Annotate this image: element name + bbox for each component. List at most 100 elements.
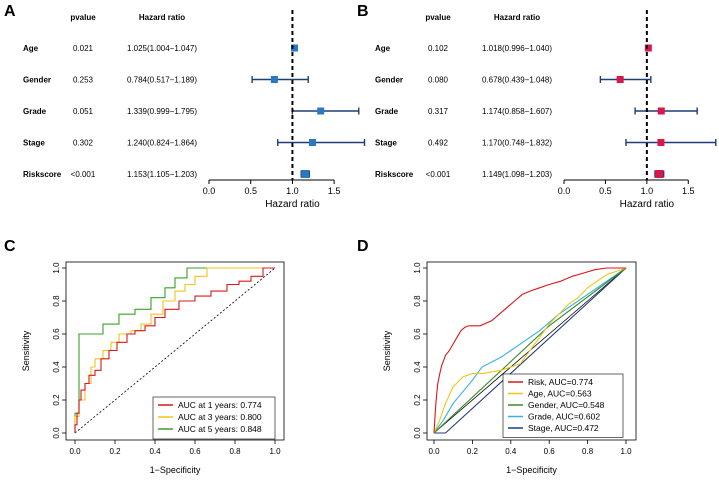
column-header-hazard-ratio: Hazard ratio [139, 13, 185, 22]
x-tick-label: 0.0 [558, 186, 571, 196]
plot-frame [426, 261, 637, 441]
y-axis-title: Sensitivity [382, 330, 392, 371]
y-tick-label: 0.2 [52, 394, 61, 406]
legend-label: AUC at 1 years: 0.774 [178, 400, 262, 410]
y-tick-label: 0.8 [52, 295, 61, 307]
row-label: Age [23, 44, 39, 53]
x-axis-title: 1−Specificity [150, 465, 201, 475]
y-tick-label: 1.0 [413, 262, 422, 274]
hazard-ratio-marker [270, 76, 278, 83]
panel-label-d: D [357, 238, 369, 255]
y-tick-label: 0.6 [413, 328, 422, 340]
row-hazard-ratio-text: 1.170(0.748−1.832) [482, 139, 552, 148]
hazard-ratio-marker [291, 44, 299, 52]
row-pvalue: <0.001 [426, 170, 451, 179]
x-tick-label: 1.0 [620, 447, 632, 456]
row-hazard-ratio-text: 0.678(0.439−1.048) [482, 76, 552, 85]
hazard-ratio-marker [308, 139, 316, 146]
x-tick-label: 0.4 [505, 447, 517, 456]
row-hazard-ratio-text: 1.149(1.098−1.203) [482, 170, 552, 179]
row-hazard-ratio-text: 1.240(0.824−1.864) [127, 139, 197, 148]
plot-frame [65, 261, 285, 441]
forest-plot-a: pvalue Hazard ratio Age 0.021 1.025(1.004−1.… [23, 10, 366, 210]
row-label: Gender [375, 76, 403, 85]
panel-label-b: B [357, 3, 369, 20]
x-tick-label: 0.4 [149, 447, 161, 456]
row-label: Grade [375, 107, 399, 116]
roc-curve-gender [433, 267, 627, 434]
row-label: Riskscore [375, 170, 414, 179]
row-pvalue: 0.102 [428, 44, 449, 53]
hazard-ratio-marker [644, 44, 652, 52]
hazard-ratio-marker [657, 107, 665, 115]
y-tick-label: 1.0 [52, 262, 61, 274]
hazard-ratio-marker [616, 76, 624, 83]
x-tick-label: 1.0 [286, 186, 299, 196]
row-hazard-ratio-text: 1.025(1.004−1.047) [127, 44, 197, 53]
x-tick-label: 0.8 [229, 447, 241, 456]
row-label: Grade [23, 107, 47, 116]
legend-label: Grade, AUC=0.602 [528, 412, 600, 422]
legend-label: Age, AUC=0.563 [528, 389, 592, 399]
roc-curve-year5 [74, 267, 275, 433]
column-header-hazard-ratio: Hazard ratio [494, 13, 540, 22]
y-tick-label: 0.0 [52, 427, 61, 439]
x-tick-label: 1.5 [328, 186, 341, 196]
roc-curve-age [433, 267, 627, 434]
legend-label: Risk, AUC=0.774 [528, 377, 593, 387]
row-label: Stage [375, 139, 397, 148]
row-hazard-ratio-text: 1.339(0.999−1.795) [127, 107, 197, 116]
x-tick-label: 1.0 [269, 447, 281, 456]
legend-label: Gender, AUC=0.548 [528, 400, 605, 410]
roc-curve-risk [433, 267, 626, 434]
y-axis-title: Sensitivity [21, 330, 31, 371]
row-hazard-ratio-text: 1.153(1.105−1.203) [127, 170, 197, 179]
roc-curve-year1 [74, 267, 275, 433]
row-hazard-ratio-text: 0.784(0.517−1.189) [127, 76, 197, 85]
x-tick-label: 1.0 [641, 186, 654, 196]
roc-curve-stage [434, 267, 627, 434]
x-tick-label: 0.0 [69, 447, 81, 456]
column-header-pvalue: pvalue [70, 13, 96, 22]
x-axis-title: 1−Specificity [506, 465, 557, 475]
forest-plot-b: pvalue Hazard ratio Age 0.102 1.018(0.996−1.… [375, 10, 717, 210]
hazard-ratio-marker [657, 139, 665, 146]
y-tick-label: 0.4 [52, 361, 61, 373]
hazard-ratio-marker [317, 107, 325, 115]
legend-box [152, 396, 276, 440]
y-tick-label: 0.0 [413, 427, 422, 439]
row-label: Age [375, 44, 391, 53]
x-tick-label: 0.2 [467, 447, 479, 456]
y-tick-label: 0.2 [413, 394, 422, 406]
row-pvalue: 0.021 [73, 44, 94, 53]
legend-label: Stage, AUC=0.472 [528, 423, 599, 433]
row-pvalue: 0.302 [73, 139, 94, 148]
row-hazard-ratio-text: 1.174(0.858−1.607) [482, 107, 552, 116]
hazard-ratio-marker [301, 170, 310, 178]
roc-curve-grade [433, 267, 627, 434]
reference-diagonal [74, 267, 276, 434]
panel-label-c: C [4, 238, 16, 255]
row-pvalue: <0.001 [71, 170, 96, 179]
column-header-pvalue: pvalue [425, 13, 451, 22]
row-label: Stage [23, 139, 45, 148]
x-tick-label: 0.8 [582, 447, 594, 456]
row-pvalue: 0.317 [428, 107, 449, 116]
x-tick-label: 0.0 [428, 447, 440, 456]
legend-label: AUC at 3 years: 0.800 [178, 412, 262, 422]
legend-label: AUC at 5 years: 0.848 [178, 424, 262, 434]
x-axis-title: Hazard ratio [620, 199, 675, 210]
row-label: Riskscore [23, 170, 62, 179]
row-pvalue: 0.492 [428, 139, 449, 148]
roc-plot-c: 0.0 0.2 0.4 0.6 0.8 1.0 0.0 0.2 0.4 0.6 0.8 1.0 1−Sp… [21, 261, 285, 475]
roc-plot-d: 0.0 0.2 0.4 0.6 0.8 1.0 0.0 0.2 0.4 0.6 0.8 1.0 1−Sp… [382, 261, 637, 475]
x-tick-label: 0.0 [203, 186, 216, 196]
y-tick-label: 0.6 [52, 328, 61, 340]
x-tick-label: 0.5 [244, 186, 257, 196]
hazard-ratio-marker [655, 170, 664, 178]
x-tick-label: 0.5 [599, 186, 612, 196]
row-pvalue: 0.253 [73, 76, 94, 85]
row-label: Gender [23, 76, 51, 85]
y-tick-label: 0.4 [413, 361, 422, 373]
